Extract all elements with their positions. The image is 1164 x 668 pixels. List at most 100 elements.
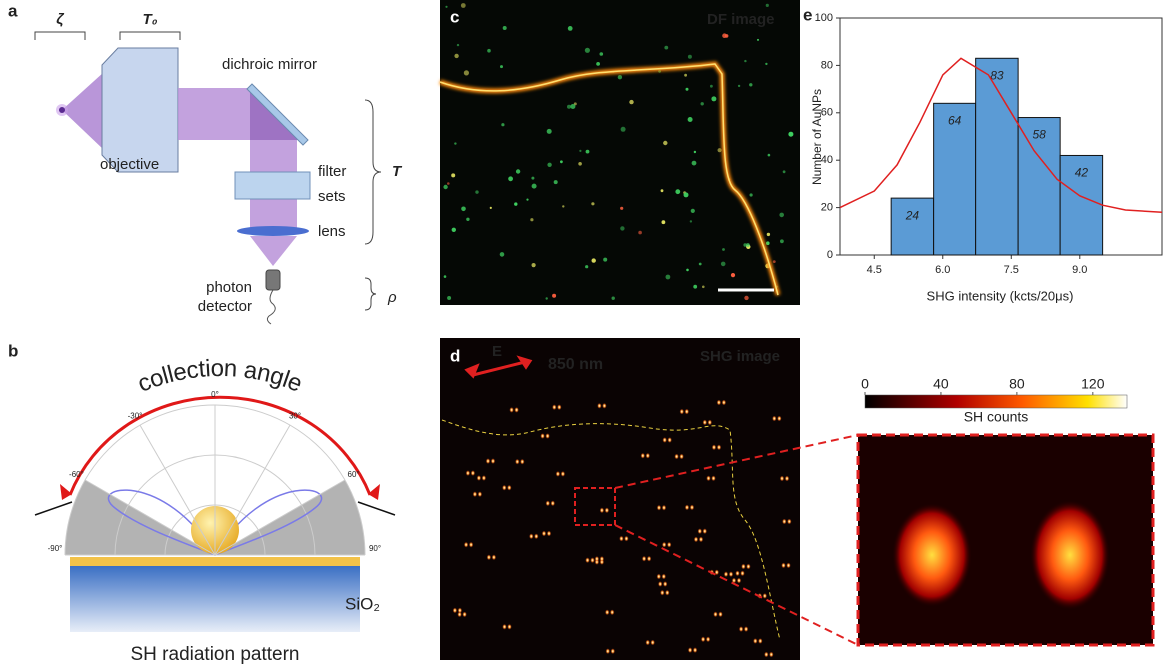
shg-particle	[492, 555, 496, 561]
shg-particle	[502, 485, 506, 491]
df-particle	[503, 26, 507, 30]
df-particle	[686, 88, 689, 91]
x-tick-label: 7.5	[1004, 264, 1019, 276]
shg-particle	[698, 528, 702, 534]
df-particle	[779, 213, 784, 218]
shg-particle	[739, 626, 743, 632]
bar-label: 64	[948, 113, 962, 127]
df-particle	[725, 34, 729, 38]
df-particle	[578, 162, 582, 166]
df-particle	[618, 75, 622, 79]
df-particle	[445, 6, 447, 8]
df-particle	[666, 275, 671, 280]
histogram: Number of AuNPs SHG intensity (kcts/20μs…	[810, 12, 1162, 304]
shg-particle	[551, 501, 555, 507]
shg-particle	[660, 590, 664, 596]
shg-particle	[735, 571, 739, 577]
df-particle	[663, 141, 667, 145]
df-particle	[612, 297, 615, 300]
shg-particle	[546, 501, 550, 507]
shg-particle	[685, 505, 689, 511]
df-particle	[552, 294, 556, 298]
shg-particle	[663, 581, 667, 587]
detector	[266, 270, 280, 290]
shg-title: SHG image	[700, 348, 780, 365]
df-particle	[526, 199, 528, 201]
shg-particle	[619, 536, 623, 542]
df-particle	[710, 85, 713, 88]
shg-particle	[713, 612, 717, 618]
df-particle	[766, 241, 770, 245]
shg-particle	[706, 637, 710, 643]
angle-label: -60°	[69, 470, 84, 479]
y-tick-label: 100	[815, 12, 833, 24]
shg-particle	[668, 437, 672, 443]
shg-particle	[658, 581, 662, 587]
shg-particle	[665, 590, 669, 596]
shg-particle	[471, 470, 475, 476]
df-particle	[744, 296, 748, 300]
df-particle	[664, 46, 668, 50]
x-tick-label: 9.0	[1072, 264, 1087, 276]
df-particle	[447, 296, 451, 300]
shg-particle	[769, 652, 773, 658]
figure: ζ T₀ dichroic mirror objective filter se…	[0, 0, 1164, 668]
df-particle	[620, 226, 624, 230]
brace	[365, 278, 376, 310]
shg-particle	[482, 475, 486, 481]
df-particle	[675, 189, 680, 194]
df-particle	[693, 285, 697, 289]
y-tick-label: 60	[821, 107, 833, 119]
df-particle	[591, 202, 594, 205]
shg-particle	[722, 400, 726, 406]
t-label: T	[392, 163, 403, 180]
shg-particle	[662, 542, 666, 548]
radiation-pattern: collection angle SiO₂ SH radiation patte…	[35, 355, 395, 665]
detector-label: photon	[206, 279, 252, 296]
shg-particle	[605, 508, 609, 514]
shg-particle	[717, 445, 721, 451]
shg-particle	[514, 407, 518, 413]
shg-particle	[729, 571, 733, 577]
shg-particle	[458, 608, 462, 614]
objective-label: objective	[100, 156, 159, 173]
shg-particle	[651, 640, 655, 646]
df-particle	[500, 65, 503, 68]
df-particle	[501, 123, 504, 126]
shg-particle	[606, 648, 610, 654]
colorbar	[865, 395, 1127, 408]
df-particle	[686, 269, 689, 272]
panel-label: d	[450, 346, 460, 365]
zeta-label: ζ	[56, 11, 64, 28]
shg-particle	[657, 505, 661, 511]
df-particle	[532, 184, 537, 189]
shg-particle	[711, 476, 715, 482]
shg-particle	[785, 476, 789, 482]
df-particle	[738, 85, 740, 87]
shg-particle	[453, 608, 457, 614]
df-particle	[773, 260, 776, 263]
df-particle	[780, 239, 784, 243]
shg-particle	[610, 610, 614, 616]
shg-particle	[507, 485, 511, 491]
shg-particle	[478, 491, 482, 497]
df-particle	[454, 54, 458, 58]
shg-particle	[758, 638, 762, 644]
shg-particle	[515, 459, 519, 465]
df-particle	[560, 160, 563, 163]
df-particle	[721, 262, 726, 267]
panel-label: e	[803, 5, 812, 24]
df-particle	[765, 63, 767, 65]
filter	[235, 172, 310, 199]
wavelength-label: 850 nm	[548, 356, 603, 373]
shg-particle	[746, 564, 750, 570]
angle-label: 0°	[211, 390, 219, 399]
shg-particle	[595, 556, 599, 562]
df-particle	[487, 49, 491, 53]
shg-particle	[712, 445, 716, 451]
shg-particle	[663, 437, 667, 443]
shg-particle	[772, 416, 776, 422]
y-tick-label: 0	[827, 249, 833, 261]
x-axis-label: SHG intensity (kcts/20μs)	[927, 288, 1074, 303]
page: {"panel_labels": ["a", "b", "c", "d", "e…	[0, 0, 1164, 668]
